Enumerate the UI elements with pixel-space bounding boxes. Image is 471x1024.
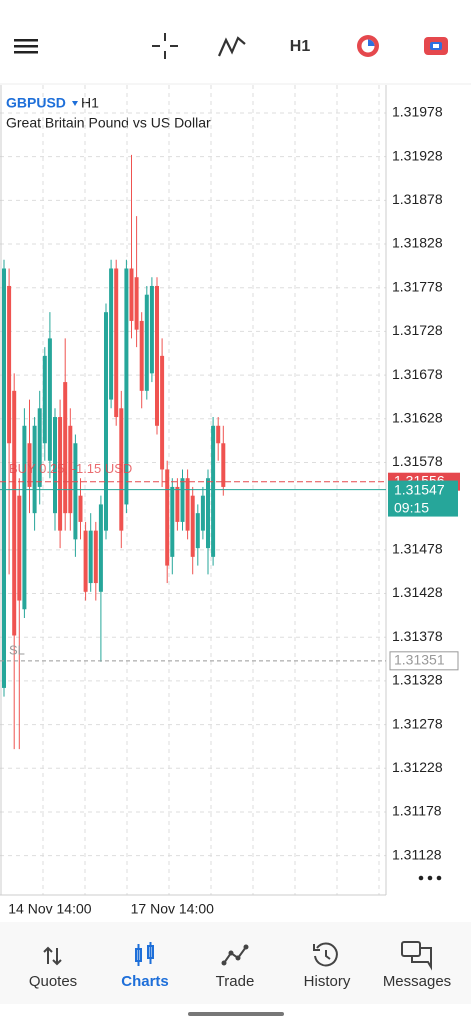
candle-body xyxy=(17,495,22,601)
candle-body xyxy=(93,530,98,584)
y-tick-label: 1.31478 xyxy=(392,541,443,557)
candle-body xyxy=(180,478,185,522)
y-tick-label: 1.31428 xyxy=(392,584,443,600)
stop-loss-label: SL xyxy=(9,642,25,657)
more-dot xyxy=(436,875,442,881)
candle-body xyxy=(63,382,68,514)
candle-body xyxy=(47,338,52,461)
more-dot xyxy=(427,875,433,881)
nav-item[interactable]: Trade xyxy=(216,973,255,990)
candle-body xyxy=(109,268,114,400)
stop-loss-price: 1.31351 xyxy=(394,652,445,668)
y-tick-label: 1.31328 xyxy=(392,672,443,688)
crosshair-button[interactable] xyxy=(152,33,178,59)
candle-body xyxy=(22,425,27,610)
candle-body xyxy=(58,417,63,531)
timeframe-button[interactable]: H1 xyxy=(290,38,311,55)
candle-body xyxy=(12,390,17,636)
nav-item[interactable]: History xyxy=(304,973,351,990)
nav-item[interactable]: Quotes xyxy=(29,973,77,990)
candle-body xyxy=(139,320,144,391)
trade-icon xyxy=(221,944,249,966)
x-tick-label: 17 Nov 14:00 xyxy=(131,901,214,917)
y-tick-label: 1.31278 xyxy=(392,715,443,731)
candle-body xyxy=(206,478,210,549)
candle-body xyxy=(114,268,119,418)
chart-timeframe: H1 xyxy=(81,95,99,111)
chart-subtitle: Great Britain Pound vs US Dollar xyxy=(6,115,211,131)
current-time: 09:15 xyxy=(394,499,429,515)
candle-body xyxy=(88,530,93,584)
y-tick-label: 1.31178 xyxy=(392,803,442,819)
nav-item[interactable]: Charts xyxy=(121,973,169,990)
account-button[interactable] xyxy=(424,37,448,55)
candle-body xyxy=(7,285,12,444)
candle-body xyxy=(78,495,83,522)
y-tick-label: 1.31928 xyxy=(392,147,443,163)
candle-body xyxy=(195,513,200,549)
symbol-dropdown[interactable] xyxy=(72,101,78,106)
candle-body xyxy=(83,530,88,592)
trade-signals-button[interactable] xyxy=(357,35,379,57)
candle-body xyxy=(68,425,73,514)
candle-body xyxy=(190,495,195,557)
candle-body xyxy=(144,294,149,391)
candle-body xyxy=(185,478,190,531)
chart-symbol[interactable]: GBPUSD xyxy=(6,95,66,111)
candle-body xyxy=(104,312,108,531)
current-price: 1.31547 xyxy=(394,481,445,497)
candle-body xyxy=(27,443,32,487)
candle-body xyxy=(175,486,180,522)
candle-body xyxy=(216,425,221,444)
indicators-button[interactable] xyxy=(217,36,246,57)
y-tick-label: 1.31228 xyxy=(392,759,443,775)
bottom-nav xyxy=(0,922,471,1004)
candle-body xyxy=(98,504,103,592)
candle-body xyxy=(2,268,6,688)
y-tick-label: 1.31378 xyxy=(392,628,443,644)
y-tick-label: 1.31678 xyxy=(392,366,443,382)
candle-body xyxy=(134,277,139,330)
nav-item[interactable]: Messages xyxy=(383,973,451,990)
candle-body xyxy=(160,355,165,470)
messages-icon xyxy=(401,941,432,971)
y-tick-label: 1.31778 xyxy=(392,278,443,294)
gesture-bar xyxy=(188,1012,284,1016)
y-tick-label: 1.31978 xyxy=(392,104,443,120)
candle-body xyxy=(124,268,129,505)
candle-body xyxy=(211,425,216,557)
current-price-box xyxy=(388,480,458,517)
stop-loss-box xyxy=(389,651,459,671)
quotes-icon xyxy=(43,946,62,966)
y-tick-label: 1.31578 xyxy=(392,453,443,469)
more-dot xyxy=(418,875,424,881)
menu-button[interactable] xyxy=(14,39,38,54)
y-tick-label: 1.31878 xyxy=(392,191,443,207)
charts-icon xyxy=(135,942,154,966)
x-tick-label: 14 Nov 14:00 xyxy=(8,901,91,917)
candle-body xyxy=(200,495,205,531)
y-tick-label: 1.31728 xyxy=(392,322,443,338)
y-tick-label: 1.31828 xyxy=(392,235,443,251)
candle-body xyxy=(149,285,154,374)
y-tick-label: 1.31628 xyxy=(392,409,443,425)
candle-body xyxy=(32,425,37,514)
candle-body xyxy=(170,486,175,557)
y-tick-label: 1.31128 xyxy=(392,846,442,862)
candle-body xyxy=(73,443,78,540)
candle-body xyxy=(37,408,42,487)
candle-body xyxy=(119,408,124,531)
candle-body xyxy=(53,417,57,514)
position-label: BUY 0.25, -1.15 USD xyxy=(9,461,132,476)
candle-body xyxy=(129,268,134,321)
candle-body xyxy=(221,443,226,487)
candle-body xyxy=(42,355,47,444)
history-icon xyxy=(313,942,338,967)
candle-body xyxy=(155,285,159,426)
candle-body xyxy=(165,469,170,566)
